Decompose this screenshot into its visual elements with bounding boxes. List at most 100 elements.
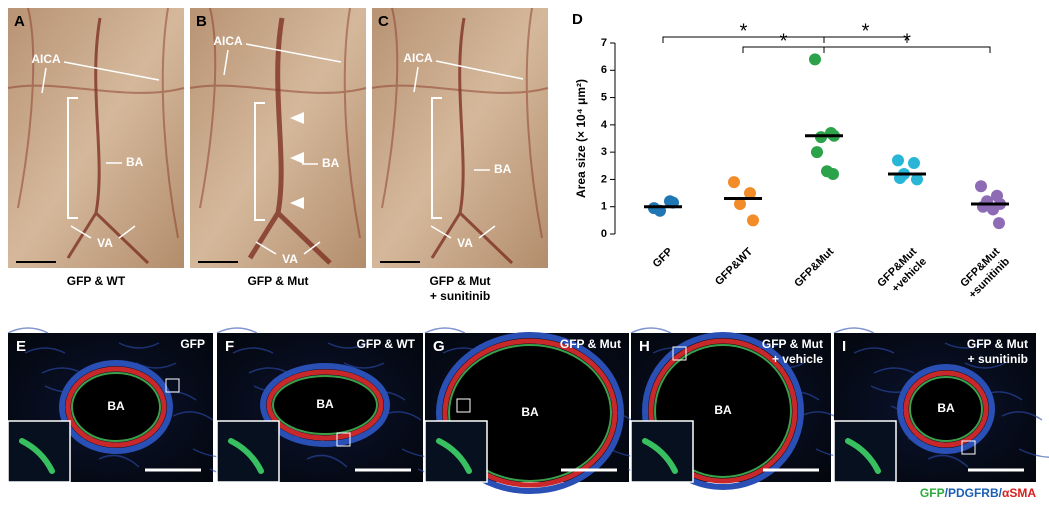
zoom-box: [165, 378, 180, 393]
vessel-wall: [448, 344, 612, 482]
dot: [892, 154, 904, 167]
photo-label: VA: [282, 252, 298, 266]
vessel: [189, 7, 367, 239]
vessel: [371, 7, 549, 239]
stain-legend-part: GFP: [920, 486, 945, 500]
fluor-panel: BA H GFP & Mut+ vehicle: [630, 327, 857, 490]
x-tick-label: GFP&Mut+sunitinib: [958, 245, 1012, 301]
bracket: [67, 97, 78, 219]
vessel: [247, 17, 332, 265]
arrow: [223, 43, 342, 76]
zoom-box: [456, 398, 471, 413]
panel-letter: H: [639, 338, 650, 355]
photo-caption: GFP & Mut: [247, 274, 308, 288]
arrow: [430, 225, 496, 239]
dot: [975, 180, 987, 193]
tissue-fiber: [24, 347, 66, 354]
panel-letter: G: [433, 338, 445, 355]
tissue-fiber: [232, 347, 274, 354]
significance-bracket: [823, 36, 908, 43]
fluor-panel: BA E GFP: [7, 327, 251, 483]
stain-legend-part: /: [945, 486, 949, 500]
dot: [827, 167, 839, 180]
bracket: [254, 102, 265, 221]
zoom-box: [672, 346, 687, 361]
photo-caption: GFP & Mut: [429, 274, 490, 288]
stain-legend-part: αSMA: [1002, 486, 1036, 500]
arrowhead: [290, 152, 304, 164]
photo-panel: AICA BA VA C GFP & Mut+ sunitinib: [371, 7, 549, 303]
significance-label: *: [780, 30, 788, 52]
arrowhead: [290, 112, 304, 124]
y-tick-label: 0: [601, 228, 607, 240]
vessel-wall: [648, 338, 798, 484]
photo-panel: AICA BA VA A GFP & WT: [7, 7, 185, 288]
vessel-wall: [65, 366, 167, 448]
tissue-fiber: [172, 411, 214, 421]
photo-label: AICA: [31, 52, 61, 66]
tissue-fiber: [424, 327, 466, 334]
arrow: [413, 60, 524, 93]
fluor-title: + sunitinib: [968, 352, 1028, 366]
vessel-label: BA: [316, 397, 334, 411]
photo-label: VA: [97, 236, 113, 250]
tissue-fiber: [343, 362, 385, 369]
vessel: [430, 17, 514, 265]
panel-letter: A: [14, 13, 25, 30]
tissue-fiber: [944, 342, 986, 349]
inset-cell: [19, 438, 55, 474]
inset-cell: [436, 438, 472, 474]
y-tick-label: 3: [601, 146, 607, 158]
tissue-fiber: [873, 367, 915, 374]
photo-caption: GFP & WT: [67, 274, 126, 288]
fluor-panel: BA I GFP & Mut+ sunitinib: [833, 327, 1049, 483]
dot: [987, 203, 999, 216]
tissue-fiber: [216, 327, 258, 334]
stain-legend-part: PDGFRB: [948, 486, 999, 500]
x-tick-label-line: GFP: [651, 246, 675, 270]
fluor-title: GFP & Mut: [560, 337, 621, 351]
vessel-wall: [272, 375, 378, 435]
y-tick-label: 6: [601, 64, 607, 76]
panel-letter: D: [572, 11, 583, 28]
arrow: [70, 225, 136, 239]
dot: [908, 157, 920, 170]
dot: [747, 214, 759, 227]
inset: [7, 420, 71, 483]
fluor-title: GFP: [180, 337, 205, 351]
fluor-panel: BA F GFP & WT: [216, 327, 459, 483]
arrow: [41, 61, 160, 94]
vessel-wall: [909, 376, 983, 442]
dot: [744, 187, 756, 200]
panel-letter: F: [225, 338, 234, 355]
panel-letter: E: [16, 338, 26, 355]
y-tick-label: 5: [601, 91, 607, 103]
y-tick-label: 2: [601, 173, 607, 185]
significance-label: *: [862, 20, 870, 42]
bracket: [431, 97, 442, 219]
tissue-fiber: [630, 327, 672, 334]
tissue-fiber: [833, 327, 875, 334]
vessel-label: BA: [521, 405, 539, 419]
inset-cell: [228, 438, 264, 474]
dot: [809, 53, 821, 66]
vessel-label: BA: [107, 399, 125, 413]
vessel-wall: [436, 332, 624, 494]
tissue-fiber: [927, 454, 969, 468]
tissue-fiber: [442, 347, 484, 354]
vessel-wall: [903, 370, 989, 448]
photo-label: BA: [126, 155, 144, 169]
panel-letter: C: [378, 13, 389, 30]
dot: [811, 146, 823, 159]
vessel: [7, 7, 185, 239]
significance-label: *: [903, 30, 911, 52]
zoom-box: [336, 432, 351, 447]
arrowhead: [290, 197, 304, 209]
panel-letter: I: [842, 338, 846, 355]
x-tick-label-line: GFP&WT: [713, 246, 755, 288]
inset-cell: [845, 438, 881, 474]
tissue-fiber: [964, 362, 1006, 369]
vessel-wall: [642, 332, 804, 490]
vessel-wall: [260, 363, 390, 447]
